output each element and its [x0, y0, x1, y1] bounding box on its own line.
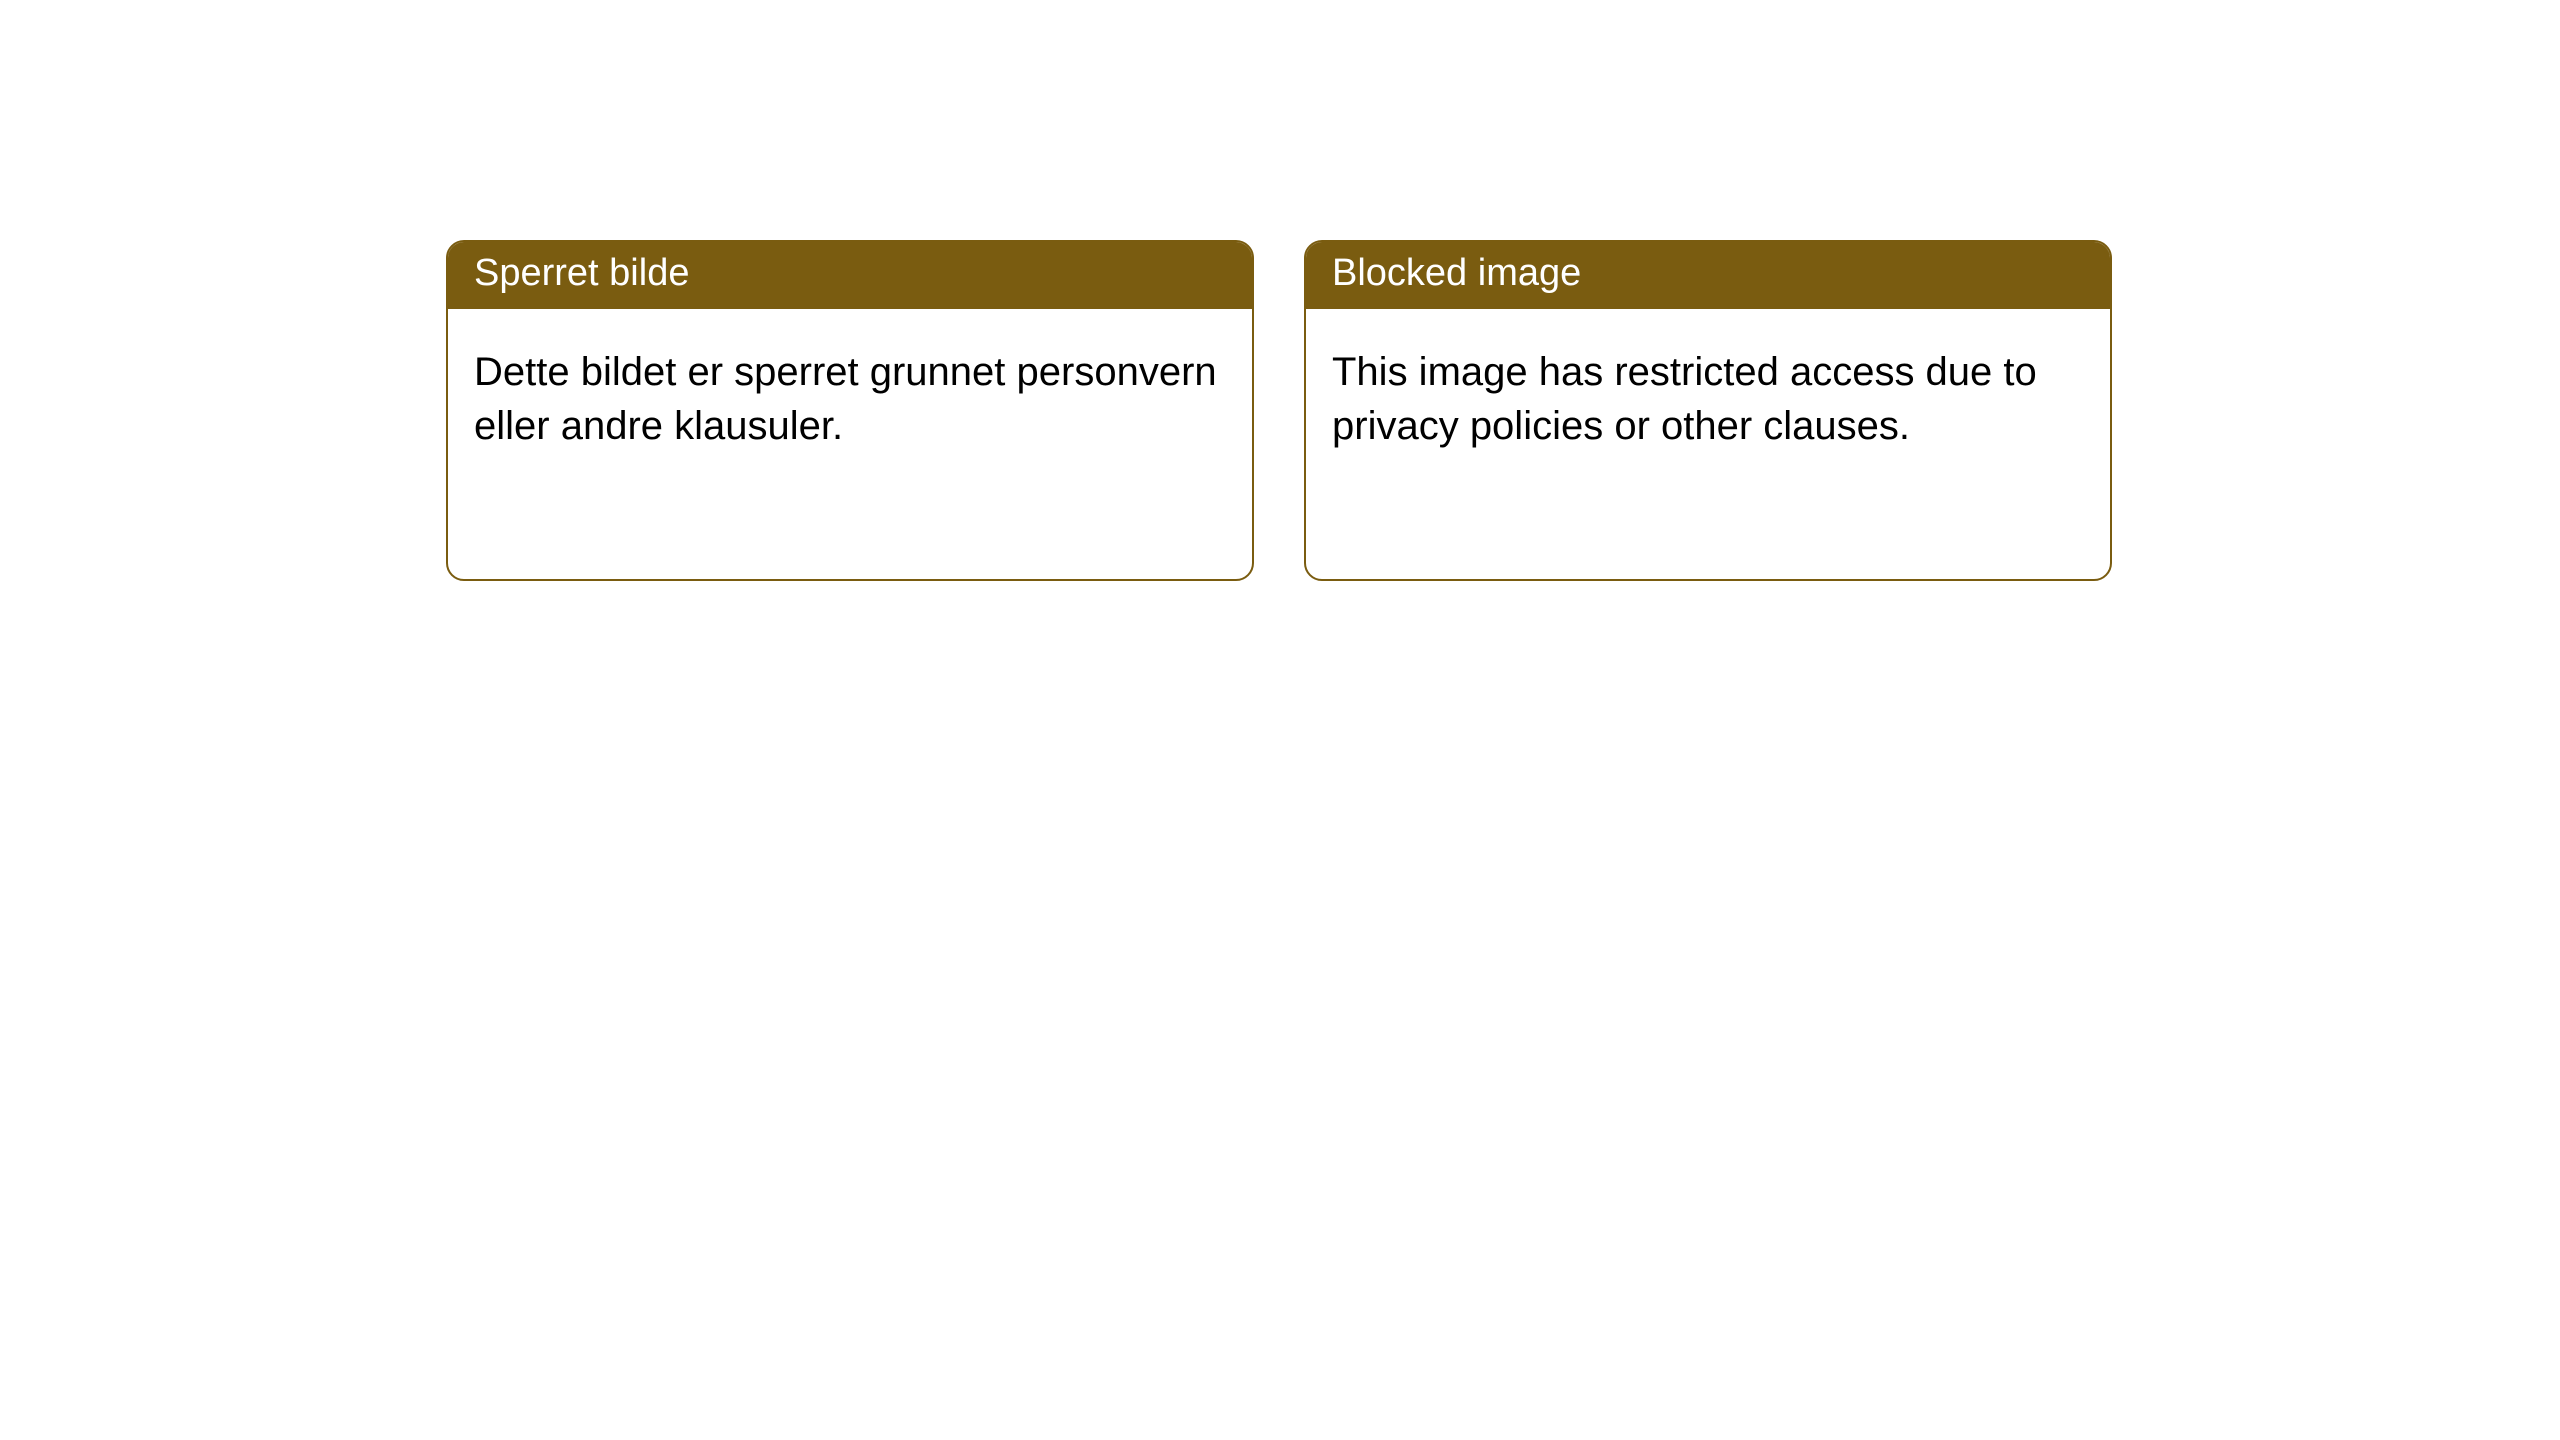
notice-box-norwegian: Sperret bilde Dette bildet er sperret gr…	[446, 240, 1254, 581]
notice-body-norwegian: Dette bildet er sperret grunnet personve…	[448, 309, 1252, 579]
notice-container: Sperret bilde Dette bildet er sperret gr…	[0, 0, 2560, 581]
notice-box-english: Blocked image This image has restricted …	[1304, 240, 2112, 581]
notice-header-english: Blocked image	[1306, 242, 2110, 309]
notice-body-english: This image has restricted access due to …	[1306, 309, 2110, 579]
notice-header-norwegian: Sperret bilde	[448, 242, 1252, 309]
